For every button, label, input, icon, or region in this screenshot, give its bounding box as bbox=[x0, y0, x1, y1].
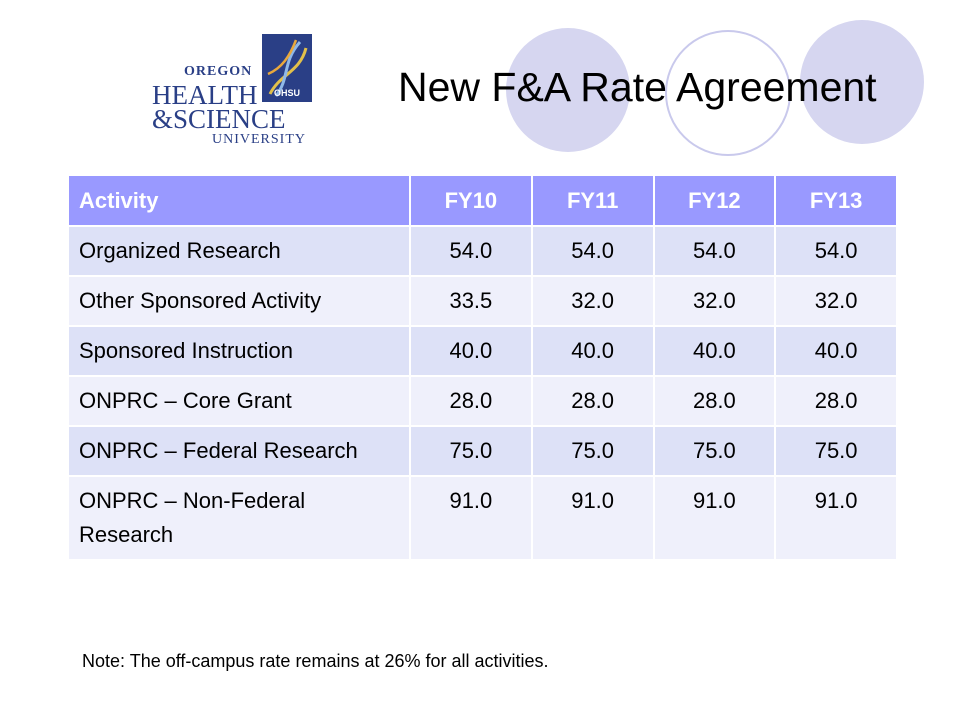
rate-cell-fy11: 32.0 bbox=[531, 275, 655, 326]
activity-cell: ONPRC – Non-Federal Research bbox=[69, 475, 411, 561]
rates-table: Activity FY10 FY11 FY12 FY13 Organized R… bbox=[69, 176, 898, 561]
rate-cell-fy12: 91.0 bbox=[653, 475, 777, 561]
rate-cell-fy10: 33.5 bbox=[410, 275, 533, 326]
rate-cell-fy10: 91.0 bbox=[410, 475, 533, 561]
rate-cell-fy10: 54.0 bbox=[410, 225, 533, 276]
page-title: New F&A Rate Agreement bbox=[398, 64, 877, 110]
rate-cell-fy13: 75.0 bbox=[775, 425, 898, 476]
circle-left bbox=[506, 28, 630, 152]
column-header-fy11: FY11 bbox=[531, 176, 655, 227]
activity-cell: ONPRC – Federal Research bbox=[69, 425, 411, 476]
logo-line-1: OREGON bbox=[184, 64, 253, 79]
rate-cell-fy11: 91.0 bbox=[531, 475, 655, 561]
circle-right bbox=[800, 20, 924, 144]
rate-cell-fy10: 40.0 bbox=[410, 325, 533, 376]
logo-line-3: &SCIENCE bbox=[152, 104, 286, 134]
logo-badge-text: OHSU bbox=[274, 88, 300, 98]
activity-cell: Other Sponsored Activity bbox=[69, 275, 411, 326]
rate-cell-fy10: 75.0 bbox=[410, 425, 533, 476]
rate-cell-fy12: 54.0 bbox=[653, 225, 777, 276]
table-row: Organized Research 54.0 54.0 54.0 54.0 bbox=[69, 225, 898, 276]
column-header-activity: Activity bbox=[69, 176, 411, 227]
activity-cell: ONPRC – Core Grant bbox=[69, 375, 411, 426]
rate-cell-fy12: 28.0 bbox=[653, 375, 777, 426]
column-header-fy10: FY10 bbox=[410, 176, 533, 227]
activity-cell: Organized Research bbox=[69, 225, 411, 276]
ohsu-logo: OHSU OREGON HEALTH &SCIENCE UNIVERSITY bbox=[150, 34, 320, 150]
logo-line-2: HEALTH bbox=[152, 80, 258, 110]
column-header-fy13: FY13 bbox=[775, 176, 898, 227]
rate-cell-fy13: 91.0 bbox=[775, 475, 898, 561]
rate-cell-fy11: 54.0 bbox=[531, 225, 655, 276]
rate-cell-fy12: 40.0 bbox=[653, 325, 777, 376]
ohsu-shield-icon: OHSU bbox=[262, 34, 312, 102]
table-row: Other Sponsored Activity 33.5 32.0 32.0 … bbox=[69, 275, 898, 326]
circle-middle bbox=[665, 30, 791, 156]
activity-cell: Sponsored Instruction bbox=[69, 325, 411, 376]
table-row: Sponsored Instruction 40.0 40.0 40.0 40.… bbox=[69, 325, 898, 376]
footnote: Note: The off-campus rate remains at 26%… bbox=[82, 651, 549, 671]
rate-cell-fy11: 28.0 bbox=[531, 375, 655, 426]
rate-cell-fy13: 40.0 bbox=[775, 325, 898, 376]
rate-cell-fy13: 28.0 bbox=[775, 375, 898, 426]
rate-cell-fy12: 75.0 bbox=[653, 425, 777, 476]
rate-cell-fy13: 32.0 bbox=[775, 275, 898, 326]
rate-cell-fy12: 32.0 bbox=[653, 275, 777, 326]
table-header-row: Activity FY10 FY11 FY12 FY13 bbox=[69, 176, 898, 227]
rate-cell-fy11: 75.0 bbox=[531, 425, 655, 476]
rate-cell-fy13: 54.0 bbox=[775, 225, 898, 276]
column-header-fy12: FY12 bbox=[653, 176, 777, 227]
table-row: ONPRC – Core Grant 28.0 28.0 28.0 28.0 bbox=[69, 375, 898, 426]
table-row: ONPRC – Non-Federal Research 91.0 91.0 9… bbox=[69, 475, 898, 561]
rate-cell-fy10: 28.0 bbox=[410, 375, 533, 426]
logo-line-4: UNIVERSITY bbox=[212, 132, 306, 147]
table-row: ONPRC – Federal Research 75.0 75.0 75.0 … bbox=[69, 425, 898, 476]
rate-cell-fy11: 40.0 bbox=[531, 325, 655, 376]
